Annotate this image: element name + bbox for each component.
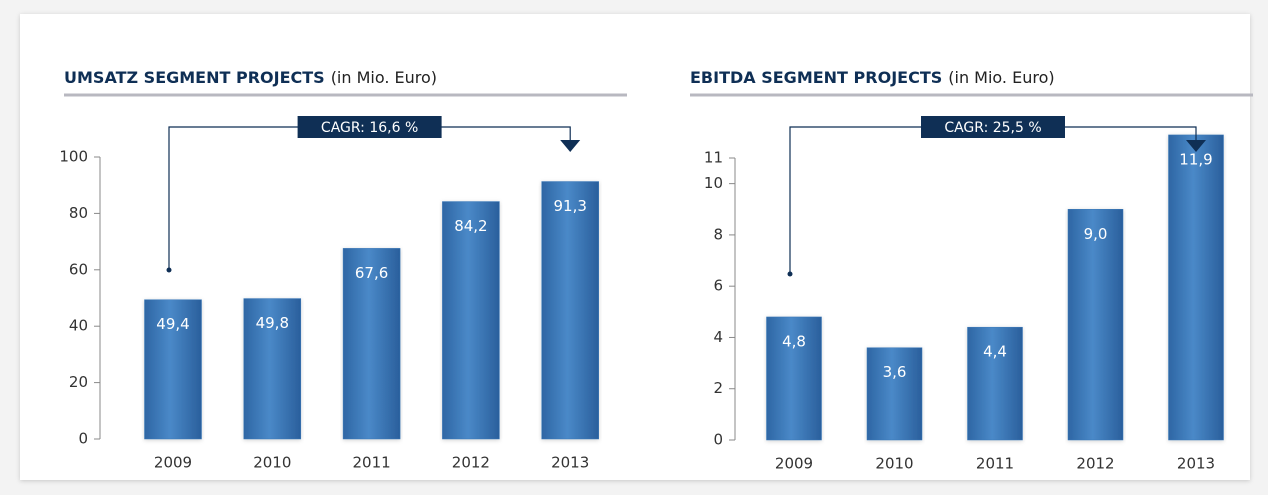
- card: [20, 14, 1250, 480]
- bar: [342, 248, 401, 440]
- y-tick-label: 60: [69, 260, 88, 278]
- value-label: 91,3: [553, 197, 586, 215]
- value-label: 4,8: [782, 332, 806, 350]
- value-label: 49,4: [156, 315, 189, 333]
- title-unit: (in Mio. Euro): [331, 68, 437, 87]
- y-tick-label: 20: [69, 373, 88, 391]
- bar: [866, 347, 923, 441]
- value-label: 11,9: [1179, 150, 1212, 168]
- y-tick-label: 10: [704, 174, 723, 192]
- y-tick-label: 8: [713, 225, 723, 243]
- title-text: UMSATZ SEGMENT PROJECTS: [64, 68, 325, 87]
- cagr-label: CAGR: 25,5 %: [944, 120, 1041, 136]
- y-tick-label: 2: [713, 379, 723, 397]
- value-label: 9,0: [1084, 225, 1108, 243]
- y-tick-label: 4: [713, 328, 723, 346]
- title-text: EBITDA SEGMENT PROJECTS: [690, 68, 942, 87]
- x-tick-label: 2013: [551, 454, 589, 472]
- bar: [442, 201, 500, 440]
- value-label: 3,6: [883, 363, 907, 381]
- y-tick-label: 0: [713, 431, 723, 449]
- y-tick-label: 6: [713, 277, 723, 295]
- y-tick-label: 11: [704, 149, 723, 167]
- bar: [967, 326, 1023, 441]
- x-tick-label: 2012: [1076, 455, 1114, 473]
- cagr-arrow: [1186, 140, 1206, 152]
- cagr-box: [297, 116, 442, 138]
- x-tick-label: 2012: [452, 454, 490, 472]
- bar: [144, 299, 202, 440]
- bar: [1067, 209, 1124, 441]
- bar: [243, 298, 302, 440]
- y-tick-label: 100: [59, 148, 88, 166]
- cagr-dot: [166, 267, 172, 273]
- chart-title: EBITDA SEGMENT PROJECTS (in Mio. Euro): [690, 68, 1055, 87]
- y-tick-label: 80: [69, 204, 88, 222]
- chart-title: UMSATZ SEGMENT PROJECTS (in Mio. Euro): [64, 68, 437, 87]
- x-tick-label: 2010: [253, 454, 291, 472]
- bar: [541, 181, 599, 440]
- cagr-box: [921, 116, 1065, 138]
- y-tick-label: 0: [78, 430, 88, 448]
- bar: [1168, 134, 1224, 441]
- x-tick-label: 2011: [353, 454, 391, 472]
- y-tick-label: 40: [69, 317, 88, 335]
- value-label: 49,8: [256, 314, 289, 332]
- x-tick-label: 2010: [875, 455, 913, 473]
- value-label: 4,4: [983, 343, 1007, 361]
- cagr-label: CAGR: 16,6 %: [321, 120, 418, 136]
- value-label: 67,6: [355, 264, 388, 282]
- cagr-dot: [787, 271, 793, 277]
- x-tick-label: 2009: [154, 454, 192, 472]
- value-label: 84,2: [454, 217, 487, 235]
- title-unit: (in Mio. Euro): [948, 68, 1054, 87]
- x-tick-label: 2011: [976, 455, 1014, 473]
- bar: [766, 316, 822, 441]
- cagr-arrow: [560, 140, 581, 152]
- x-tick-label: 2013: [1177, 455, 1215, 473]
- x-tick-label: 2009: [775, 455, 813, 473]
